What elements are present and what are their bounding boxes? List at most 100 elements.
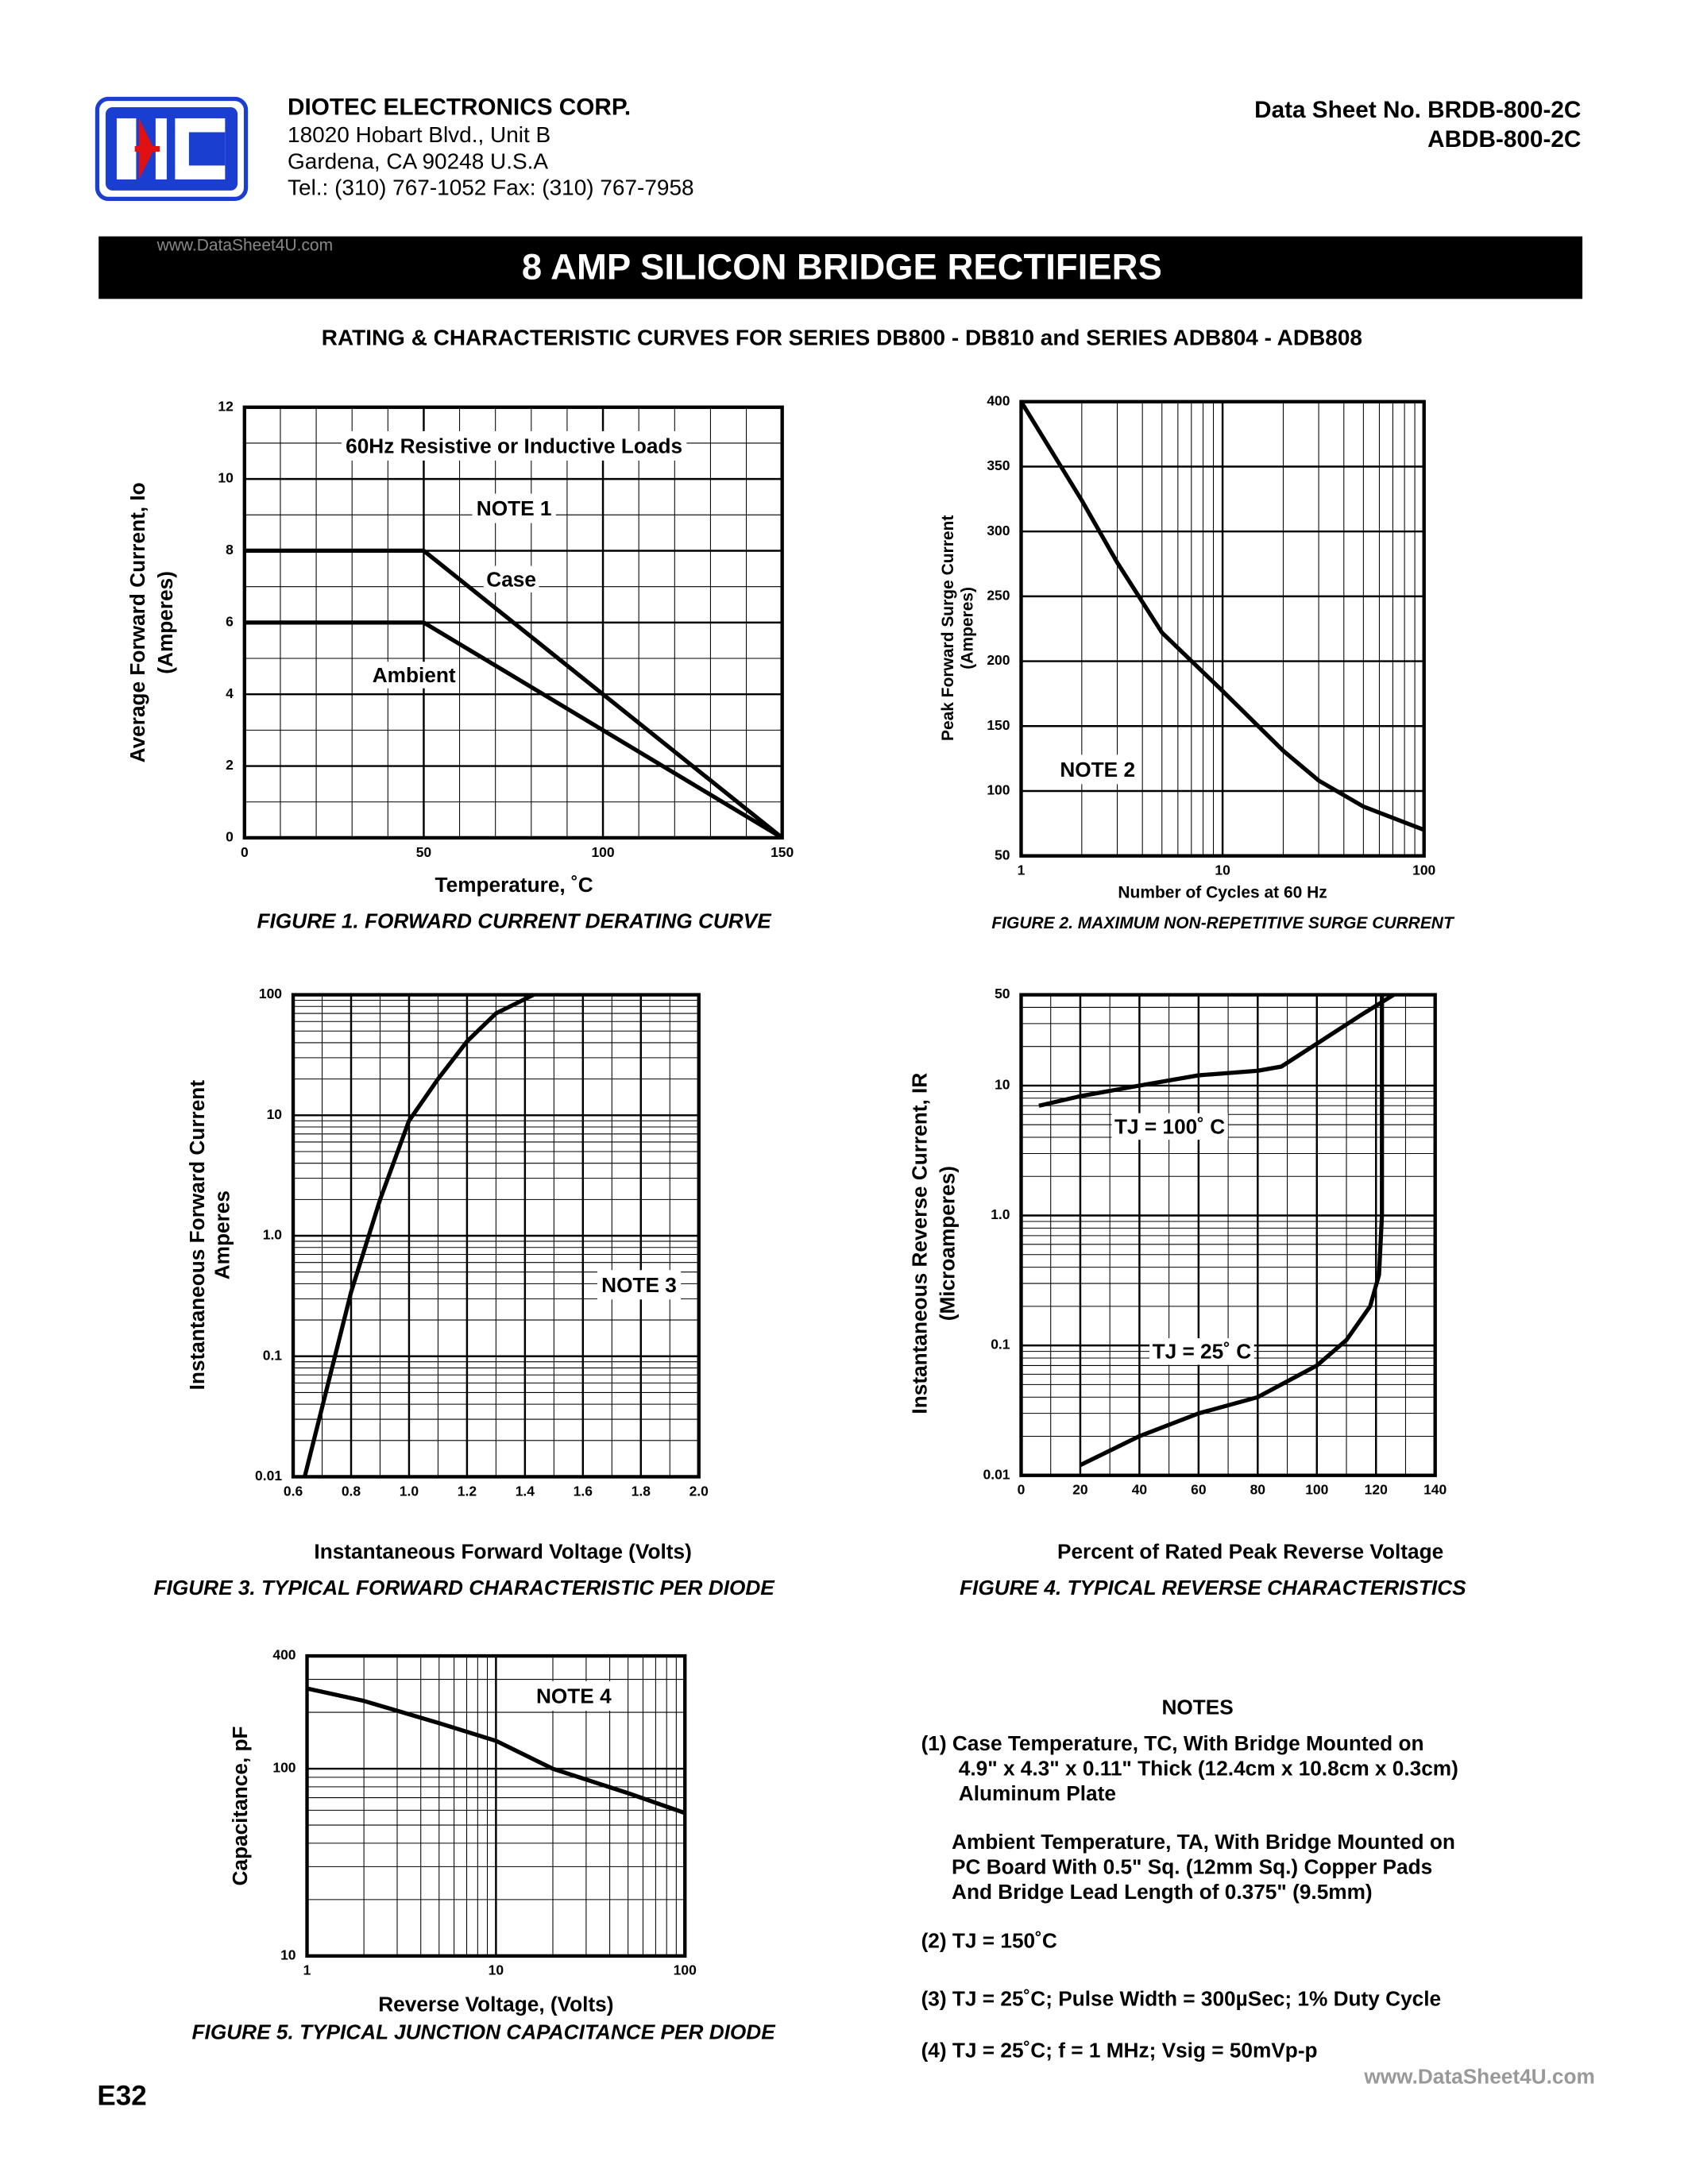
note-line: (2) TJ = 150˚C: [921, 1928, 1057, 1952]
y-tick-label: 300: [987, 523, 1010, 538]
label-bg: [1111, 1113, 1228, 1140]
x-tick-label: 100: [674, 1962, 697, 1978]
y-tick-label: 10: [267, 1106, 282, 1122]
y-axis-label: Instantaneous Forward Current: [185, 1080, 209, 1391]
page-number: E32: [97, 2080, 146, 2111]
annotation: NOTE 1: [477, 496, 552, 520]
x-tick-label: 0.6: [284, 1483, 303, 1499]
annotation: NOTE 3: [601, 1273, 677, 1297]
curve: [244, 620, 784, 840]
x-tick-label: 1: [303, 1962, 311, 1978]
y-tick-label: 350: [987, 457, 1010, 473]
label-bg: [483, 565, 539, 593]
y-axis-label: Amperes: [211, 1190, 234, 1279]
x-tick-label: 1.8: [632, 1483, 651, 1499]
address: Tel.: (310) 767-1052 Fax: (310) 767-7958: [288, 176, 694, 200]
y-axis-label: Peak Forward Surge Current: [939, 515, 957, 741]
x-tick-label: 100: [1412, 862, 1435, 878]
note-line: PC Board With 0.5" Sq. (12mm Sq.) Copper…: [952, 1855, 1432, 1879]
y-tick-label: 10: [995, 1077, 1010, 1093]
y-tick-label: 1.0: [263, 1227, 282, 1243]
y-tick-label: 50: [995, 986, 1010, 1001]
datasheet-no: Data Sheet No. BRDB-800-2C: [1254, 97, 1581, 123]
note-line: 4.9" x 4.3" x 0.11" Thick (12.4cm x 10.8…: [959, 1756, 1458, 1780]
y-tick-label: 100: [259, 986, 282, 1001]
x-axis-label: Number of Cycles at 60 Hz: [1118, 883, 1327, 901]
y-tick-label: 250: [987, 587, 1010, 603]
x-tick-label: 80: [1250, 1482, 1265, 1498]
series-label: Ambient: [373, 663, 456, 687]
y-tick-label: 8: [226, 542, 234, 558]
x-tick-label: 0: [1018, 1482, 1026, 1498]
x-tick-label: 1.6: [574, 1483, 593, 1499]
note-line: (3) TJ = 25˚C; Pulse Width = 300µSec; 1%…: [921, 1987, 1442, 2011]
y-axis-label: (Microamperes): [935, 1166, 959, 1321]
plot-frame: [1019, 993, 1437, 1477]
y-tick-label: 4: [226, 685, 234, 701]
plot-frame: [305, 1653, 687, 1958]
curve: [244, 548, 784, 839]
note-line: (4) TJ = 25˚C; f = 1 MHz; Vsig = 50mVp-p: [921, 2038, 1318, 2062]
x-axis-label: Percent of Rated Peak Reverse Voltage: [1057, 1540, 1443, 1564]
y-tick-label: 100: [987, 782, 1010, 798]
annotation: 60Hz Resistive or Inductive Loads: [346, 434, 682, 457]
note-line: (1) Case Temperature, TC, With Bridge Mo…: [921, 1731, 1424, 1755]
x-tick-label: 1.2: [458, 1483, 477, 1499]
x-tick-label: 100: [591, 844, 614, 860]
subtitle: RATING & CHARACTERISTIC CURVES FOR SERIE…: [322, 325, 1362, 349]
y-tick-label: 0.1: [263, 1347, 283, 1363]
x-axis-label: Reverse Voltage, (Volts): [378, 1993, 613, 2016]
y-tick-label: 400: [987, 392, 1010, 408]
x-tick-label: 120: [1365, 1482, 1388, 1498]
series-label: TJ = 25˚ C: [1153, 1340, 1252, 1364]
curve: [306, 1686, 686, 1815]
figure-title: FIGURE 2. MAXIMUM NON-REPETITIVE SURGE C…: [991, 914, 1455, 932]
x-axis-label: Instantaneous Forward Voltage (Volts): [314, 1540, 691, 1564]
label-bg: [369, 662, 459, 689]
series-label: Case: [486, 567, 536, 591]
x-tick-label: 140: [1423, 1482, 1447, 1498]
y-tick-label: 150: [987, 717, 1010, 733]
datasheet-no: ABDB-800-2C: [1427, 126, 1581, 152]
y-axis-label: Average Forward Current, Io: [126, 482, 149, 762]
y-tick-label: 0.01: [983, 1466, 1010, 1482]
series-label: TJ = 100˚ C: [1114, 1114, 1225, 1138]
title-bar: [98, 236, 1583, 299]
watermark: www.DataSheet4U.com: [156, 236, 333, 254]
annotation-bg: [472, 493, 556, 523]
plot-frame: [1019, 399, 1426, 858]
figure-title: FIGURE 5. TYPICAL JUNCTION CAPACITANCE P…: [192, 2020, 777, 2044]
watermark: www.DataSheet4U.com: [1363, 2065, 1594, 2089]
note-line: Aluminum Plate: [959, 1781, 1116, 1805]
y-tick-label: 1.0: [991, 1206, 1010, 1222]
company: DIOTEC ELECTRONICS CORP.: [288, 95, 631, 121]
note-line: Ambient Temperature, TA, With Bridge Mou…: [952, 1830, 1455, 1854]
address: Gardena, CA 90248 U.S.A: [288, 149, 548, 173]
y-axis-label: (Amperes): [959, 587, 977, 669]
note-line: And Bridge Lead Length of 0.375" (9.5mm): [952, 1880, 1373, 1904]
figure-title: FIGURE 1. FORWARD CURRENT DERATING CURVE: [257, 909, 772, 933]
figure-title: FIGURE 4. TYPICAL REVERSE CHARACTERISTIC…: [960, 1576, 1466, 1599]
x-tick-label: 10: [489, 1962, 504, 1978]
annotation: NOTE 4: [536, 1684, 612, 1707]
x-tick-label: 150: [771, 844, 794, 860]
y-tick-label: 400: [272, 1647, 295, 1663]
x-tick-label: 40: [1132, 1482, 1147, 1498]
curve: [303, 993, 535, 1478]
y-axis-label: (Amperes): [153, 571, 177, 674]
annotation-bg: [531, 1680, 616, 1711]
y-tick-label: 12: [218, 398, 234, 414]
figure-title: FIGURE 3. TYPICAL FORWARD CHARACTERISTIC…: [154, 1576, 776, 1599]
label-bg: [1149, 1337, 1254, 1365]
x-tick-label: 50: [416, 844, 431, 860]
y-tick-label: 100: [272, 1760, 295, 1776]
y-tick-label: 0: [226, 829, 234, 845]
y-tick-label: 0.01: [255, 1468, 282, 1484]
annotation-bg: [1056, 754, 1140, 785]
x-tick-label: 1: [1018, 862, 1026, 878]
x-tick-label: 0.8: [342, 1483, 361, 1499]
x-tick-label: 60: [1191, 1482, 1206, 1498]
x-axis-label: Temperature, ˚C: [435, 873, 593, 897]
annotation: NOTE 2: [1060, 758, 1135, 781]
